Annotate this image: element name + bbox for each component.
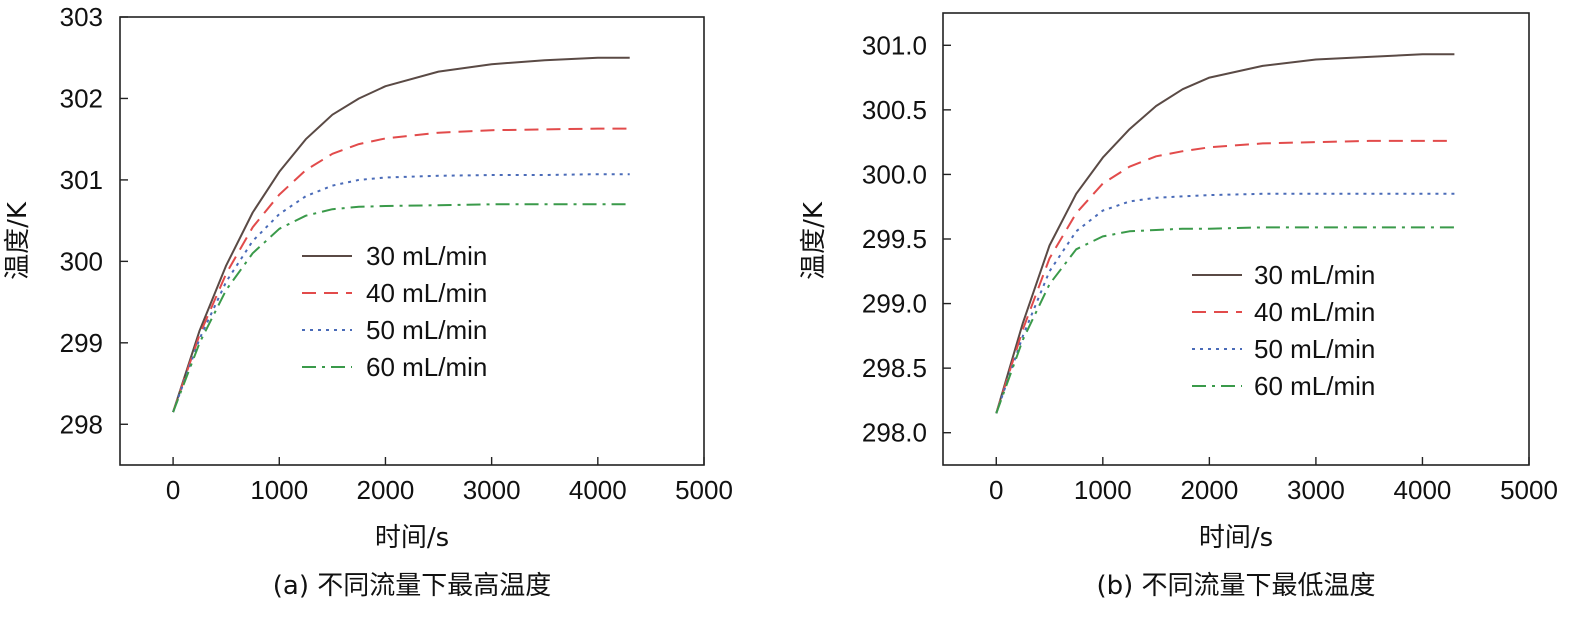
y-tick-label: 301 <box>60 165 103 195</box>
x-axis-label: 时间/s <box>375 523 449 553</box>
y-tick-label: 298.5 <box>862 353 927 383</box>
y-tick-label: 299.0 <box>862 289 927 319</box>
series-line-60 <box>172 203 630 413</box>
legend-label: 60 mL/min <box>366 352 487 382</box>
x-tick-label: 2000 <box>1180 475 1238 505</box>
legend: 30 mL/min 40 mL/min 50 mL/min 60 mL/min <box>302 241 487 382</box>
x-tick-label: 0 <box>989 475 1003 505</box>
chart-b: 0 1000 2000 3000 4000 5000 298.0 298.5 299.0 299.… <box>799 12 1558 601</box>
x-tick-label: 0 <box>166 475 180 505</box>
chart-caption: (a) 不同流量下最高温度 <box>273 571 552 601</box>
series-line-60 <box>995 226 1455 414</box>
x-tick-label: 4000 <box>569 475 627 505</box>
y-tick-label: 299 <box>60 328 103 358</box>
x-tick-label: 5000 <box>675 475 733 505</box>
x-tick-label: 1000 <box>1074 475 1132 505</box>
y-axis-label: 温度/K <box>799 201 829 280</box>
y-tick-label: 299.5 <box>862 224 927 254</box>
x-tick-label: 1000 <box>250 475 308 505</box>
plot-frame <box>119 16 705 466</box>
y-tick-label: 301.0 <box>862 30 927 60</box>
series-line-30 <box>172 56 630 413</box>
legend-label: 40 mL/min <box>366 278 487 308</box>
legend-label: 30 mL/min <box>1254 260 1375 290</box>
legend-label: 30 mL/min <box>366 241 487 271</box>
series-line-40 <box>995 139 1455 414</box>
series-line-30 <box>995 53 1455 414</box>
x-axis-label: 时间/s <box>1199 523 1273 553</box>
y-axis-label: 温度/K <box>3 201 33 280</box>
y-tick-label: 300.5 <box>862 95 927 125</box>
y-tick-label: 298.0 <box>862 418 927 448</box>
y-tick-label: 300.0 <box>862 159 927 189</box>
chart-caption: (b) 不同流量下最低温度 <box>1096 571 1375 601</box>
y-tick-label: 302 <box>60 83 103 113</box>
y-tick-label: 298 <box>60 409 103 439</box>
legend-label: 60 mL/min <box>1254 371 1375 401</box>
chart-a: 0 1000 2000 3000 4000 5000 298 299 300 301 302 303 3… <box>3 2 733 601</box>
legend: 30 mL/min 40 mL/min 50 mL/min 60 mL/min <box>1192 260 1375 401</box>
x-tick-label: 3000 <box>463 475 521 505</box>
x-tick-label: 4000 <box>1394 475 1452 505</box>
legend-label: 40 mL/min <box>1254 297 1375 327</box>
x-tick-label: 3000 <box>1287 475 1345 505</box>
legend-label: 50 mL/min <box>366 315 487 345</box>
plot-frame <box>942 12 1530 466</box>
y-tick-label: 303 <box>60 2 103 32</box>
x-tick-label: 2000 <box>357 475 415 505</box>
x-tick-label: 5000 <box>1500 475 1558 505</box>
series-line-40 <box>172 127 630 413</box>
legend-label: 50 mL/min <box>1254 334 1375 364</box>
y-tick-label: 300 <box>60 246 103 276</box>
